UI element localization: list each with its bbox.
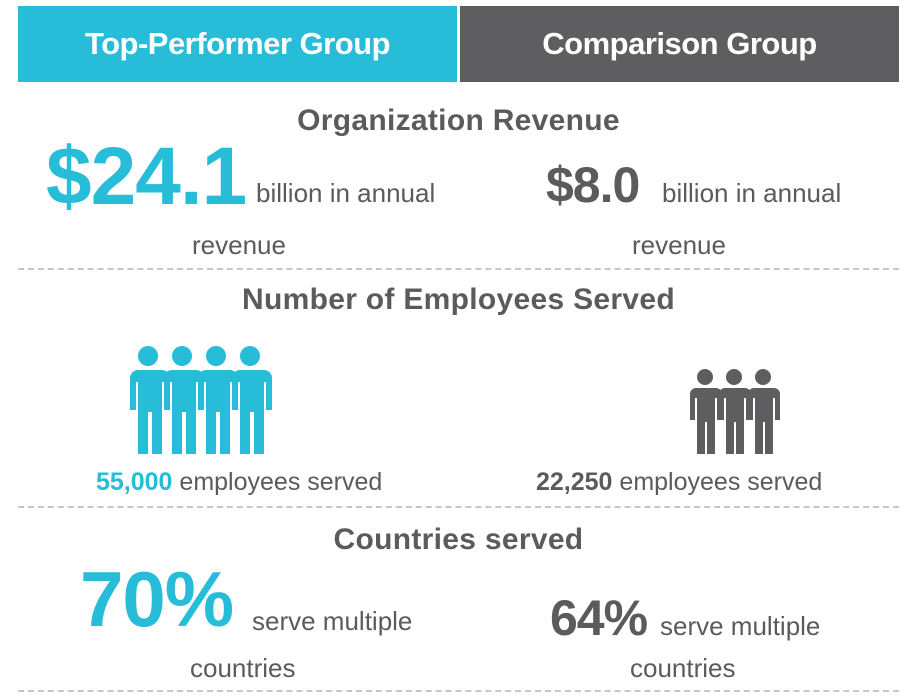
tab-top-performer-group: Top-Performer Group (18, 6, 457, 82)
comparison-employees-caption: 22,250 employees served (536, 470, 822, 495)
comparison-revenue-value: $8.0 (546, 157, 640, 213)
comparison-countries-text-line1: serve multiple (660, 611, 821, 641)
top-employees-caption: 55,000 employees served (96, 470, 382, 495)
people-group-icon (130, 346, 272, 454)
people-group-icon (690, 369, 780, 454)
section-title-employees: Number of Employees Served (242, 283, 675, 316)
top-countries-value: 70% (80, 555, 234, 643)
top-employees-text: employees served (179, 468, 383, 496)
top-revenue-value: $24.1 (46, 131, 247, 222)
section-title-countries: Countries served (333, 523, 584, 556)
top-employees-value: 55,000 (96, 468, 173, 496)
comparison-employees-text: employees served (619, 468, 823, 496)
section-divider (18, 268, 899, 270)
section-title-revenue: Organization Revenue (297, 104, 620, 137)
top-revenue-text-line2: revenue (192, 230, 286, 260)
top-countries-text-line2: countries (190, 653, 296, 683)
comparison-revenue-text-line1: billion in annual (662, 178, 842, 208)
comparison-employees-value: 22,250 (536, 468, 613, 496)
top-countries-text-line1: serve multiple (252, 606, 413, 636)
comparison-countries-text-line2: countries (630, 653, 736, 683)
section-divider (18, 690, 899, 692)
tab-comparison-group: Comparison Group (460, 6, 899, 82)
section-divider (18, 506, 899, 508)
top-revenue-text-line1: billion in annual (256, 178, 436, 208)
comparison-revenue-text-line2: revenue (632, 230, 726, 260)
comparison-countries-value: 64% (550, 590, 648, 646)
